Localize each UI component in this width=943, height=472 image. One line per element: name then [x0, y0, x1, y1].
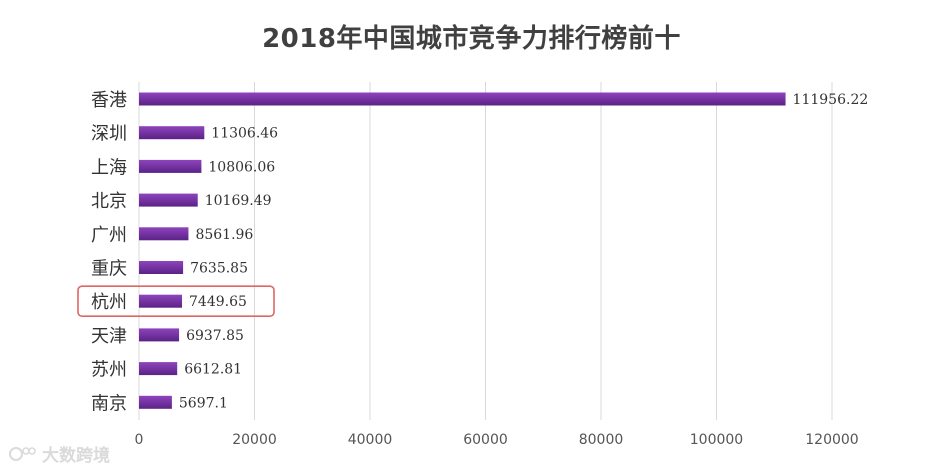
bar — [139, 227, 189, 241]
x-tick-label: 100000 — [690, 432, 743, 448]
value-label: 6937.85 — [186, 328, 244, 344]
category-label: 苏州 — [91, 360, 127, 381]
bars — [139, 92, 786, 409]
bar — [139, 92, 786, 106]
category-label: 深圳 — [91, 124, 127, 145]
value-label: 8561.96 — [195, 227, 253, 243]
watermark: 大数跨境 — [8, 441, 110, 466]
bar — [139, 328, 180, 342]
bar — [139, 395, 172, 409]
watermark-text: 大数跨境 — [42, 446, 110, 466]
x-tick-label: 80000 — [579, 432, 624, 448]
category-label: 天津 — [91, 326, 127, 347]
bar — [139, 294, 183, 308]
highlight-box-rect — [77, 285, 275, 318]
category-label: 重庆 — [91, 259, 127, 280]
x-axis-ticks: 0 20000 40000 60000 80000 100000 120000 — [135, 432, 859, 448]
bar — [139, 261, 184, 274]
category-label: 上海 — [91, 157, 127, 178]
category-label: 杭州 — [91, 292, 127, 313]
value-labels: 111956.22 11306.46 10806.06 10169.49 8561.96… — [179, 92, 868, 411]
bar — [139, 159, 202, 173]
x-tick-label: 20000 — [232, 432, 277, 448]
value-label: 7449.65 — [189, 294, 247, 310]
value-label: 6612.81 — [184, 362, 242, 378]
value-label: 10806.06 — [208, 159, 275, 175]
x-tick-label: 120000 — [805, 432, 858, 448]
category-label: 广州 — [91, 225, 127, 246]
x-tick-label: 40000 — [348, 432, 393, 448]
logo-icon — [9, 446, 36, 461]
x-tick-label: 0 — [135, 432, 144, 448]
value-label: 111956.22 — [793, 92, 869, 108]
bar — [139, 193, 198, 207]
value-label: 10169.49 — [205, 193, 272, 209]
highlight-box — [77, 285, 275, 318]
bar — [139, 362, 178, 376]
value-label: 11306.46 — [211, 126, 278, 142]
value-label: 5697.1 — [179, 395, 228, 411]
x-tick-label: 60000 — [463, 432, 508, 448]
chart-title: 2018年中国城市竞争力排行榜前十 — [262, 24, 681, 54]
value-label: 7635.85 — [190, 261, 248, 277]
bar — [139, 126, 205, 140]
category-label: 南京 — [91, 393, 127, 414]
category-label: 北京 — [91, 191, 127, 212]
category-label: 香港 — [91, 90, 127, 111]
